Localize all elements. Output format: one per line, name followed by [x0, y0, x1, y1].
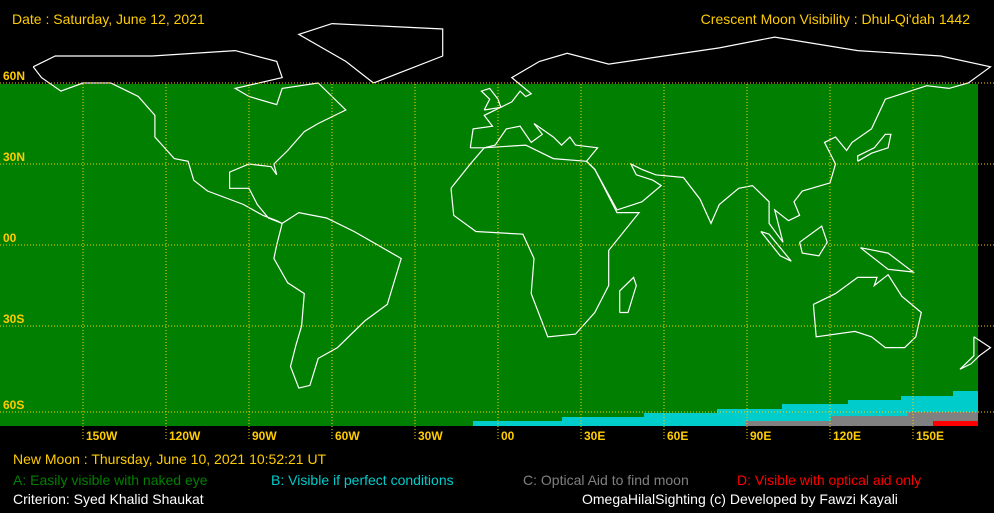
latitude-label: 00	[3, 231, 17, 245]
zone-d-area	[933, 421, 978, 426]
criterion-label: Criterion: Syed Khalid Shaukat	[13, 491, 204, 507]
coastline-sumatra	[760, 230, 792, 262]
longitude-label: 120E	[833, 429, 862, 443]
latitude-label: 60S	[3, 398, 25, 412]
longitude-label: 00	[501, 429, 515, 443]
legend-d: D: Visible with optical aid only	[737, 472, 922, 488]
legend-b: B: Visible if perfect conditions	[271, 472, 454, 488]
longitude-label: 60W	[335, 429, 360, 443]
coastline-madagascar	[619, 276, 637, 314]
longitude-label: 30W	[418, 429, 443, 443]
latitude-label: 60N	[3, 69, 26, 83]
visibility-map	[0, 22, 994, 440]
longitude-label: 30E	[584, 429, 606, 443]
latitude-label: 30N	[3, 150, 26, 164]
zone-c-area	[831, 416, 978, 426]
coastline-australia	[812, 273, 922, 349]
legend-a: A: Easily visible with naked eye	[13, 472, 208, 488]
latitude-label: 30S	[3, 312, 25, 326]
longitude-label: 150E	[916, 429, 945, 443]
zone-a-area	[0, 84, 994, 426]
coastline-new-guinea	[860, 247, 916, 273]
coastline-japan	[857, 133, 892, 162]
longitude-label: 150W	[86, 429, 118, 443]
date-label: Date : Saturday, June 12, 2021	[12, 11, 205, 27]
coastline-africa	[450, 144, 641, 338]
map-title: Crescent Moon Visibility : Dhul-Qi'dah 1…	[700, 11, 970, 27]
map-edge	[978, 84, 994, 426]
longitude-label: 90E	[750, 429, 772, 443]
coastline-borneo	[799, 225, 828, 257]
longitude-label: 60E	[667, 429, 689, 443]
longitude-label: 120W	[169, 429, 201, 443]
coastline-new-zealand	[959, 336, 992, 370]
coastline-south-america	[273, 211, 402, 389]
coastline-north-america	[32, 49, 347, 224]
legend-c: C: Optical Aid to find moon	[523, 472, 689, 488]
credit-label: OmegaHilalSighting (c) Developed by Fawz…	[582, 491, 898, 507]
coastline-great-britain	[480, 87, 502, 111]
coastline-eurasia	[469, 36, 992, 243]
longitude-label: 90W	[252, 429, 277, 443]
coastline-greenland	[297, 22, 444, 84]
new-moon-label: New Moon : Thursday, June 10, 2021 10:52…	[13, 451, 327, 467]
